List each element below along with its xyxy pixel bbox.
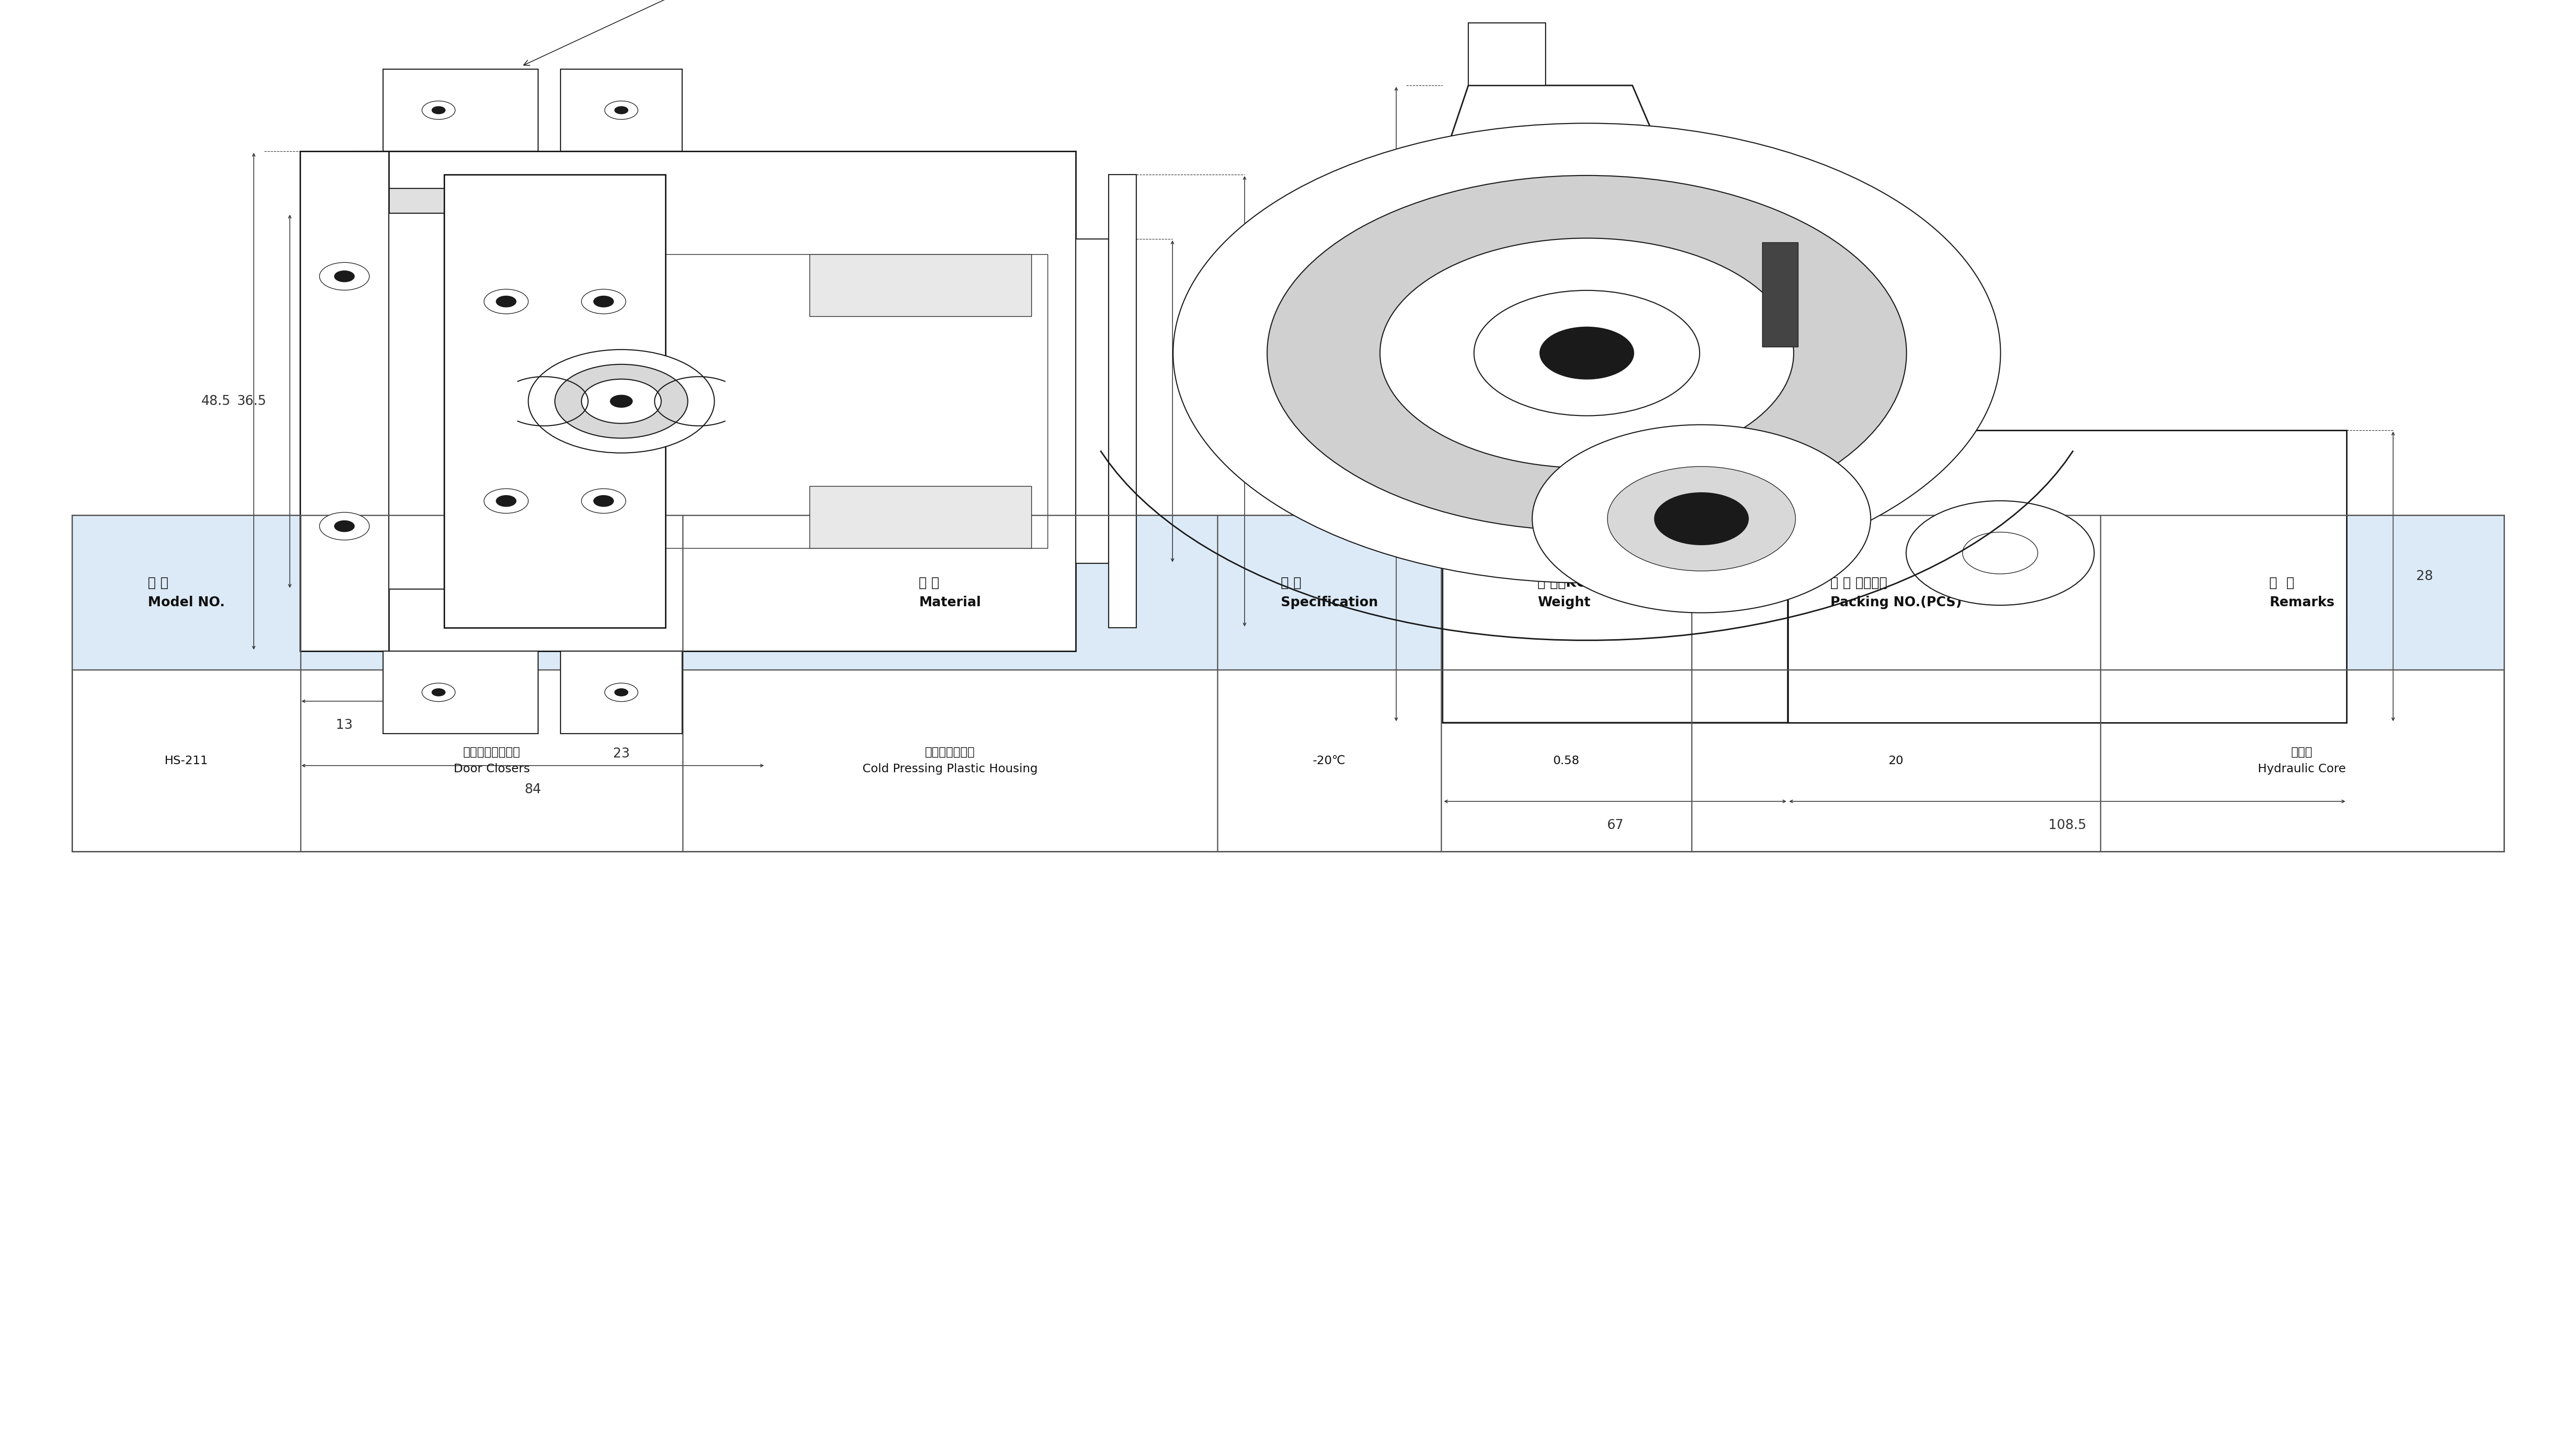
Circle shape <box>1533 425 1870 612</box>
Circle shape <box>335 270 355 282</box>
Text: 装 箱 数（只）
Packing NO.(PCS): 装 箱 数（只） Packing NO.(PCS) <box>1832 577 1960 610</box>
Text: 20: 20 <box>1888 756 1904 767</box>
Bar <box>1077 239 1108 564</box>
Circle shape <box>319 262 368 290</box>
Circle shape <box>335 521 355 532</box>
Text: 44: 44 <box>1267 395 1285 408</box>
Circle shape <box>582 488 626 514</box>
Circle shape <box>1607 467 1795 571</box>
Circle shape <box>616 688 629 695</box>
Text: 冲压体塑料外壳
Cold Pressing Plastic Housing: 冲压体塑料外壳 Cold Pressing Plastic Housing <box>863 747 1038 774</box>
Text: 特 征
Specification: 特 征 Specification <box>1280 577 1378 610</box>
Text: 61: 61 <box>1355 398 1373 411</box>
Text: 108.5: 108.5 <box>2048 819 2087 831</box>
Bar <box>384 651 538 734</box>
Text: 名 称
Name: 名 称 Name <box>471 577 513 610</box>
Circle shape <box>497 495 515 507</box>
Circle shape <box>484 289 528 313</box>
Bar <box>355 152 1077 651</box>
Bar <box>644 255 1048 548</box>
Polygon shape <box>1762 242 1798 346</box>
Bar <box>562 69 683 152</box>
Circle shape <box>582 289 626 313</box>
Circle shape <box>1381 238 1793 468</box>
Circle shape <box>611 395 634 408</box>
Bar <box>1788 431 2347 723</box>
Text: 28: 28 <box>2416 570 2434 582</box>
Text: 8-M5 Screw hole: 8-M5 Screw hole <box>523 0 804 66</box>
Bar <box>389 213 443 590</box>
Text: 0.58: 0.58 <box>1553 756 1579 767</box>
Text: 31.5: 31.5 <box>1195 395 1226 408</box>
Circle shape <box>422 683 456 701</box>
Text: -20℃: -20℃ <box>1314 756 1345 767</box>
Circle shape <box>528 349 714 454</box>
Circle shape <box>497 296 515 308</box>
Circle shape <box>433 688 446 695</box>
Circle shape <box>554 365 688 438</box>
Bar <box>1443 618 2347 723</box>
Circle shape <box>1473 290 1700 416</box>
Text: 13: 13 <box>335 718 353 731</box>
Text: 23: 23 <box>613 747 629 760</box>
Bar <box>1468 23 1546 86</box>
Bar <box>384 233 605 568</box>
Circle shape <box>1267 176 1906 531</box>
Text: 36.5: 36.5 <box>237 395 268 408</box>
Text: 冷冻库闭门回归器
Door Closers: 冷冻库闭门回归器 Door Closers <box>453 747 531 774</box>
Bar <box>301 152 389 651</box>
Text: 重 量（KG）
Weight: 重 量（KG） Weight <box>1538 577 1595 610</box>
Bar <box>1108 175 1136 628</box>
Text: 液压芯
Hydraulic Core: 液压芯 Hydraulic Core <box>2259 747 2347 774</box>
Polygon shape <box>1443 86 1788 723</box>
Bar <box>72 515 2504 851</box>
Circle shape <box>1963 532 2038 574</box>
Circle shape <box>484 488 528 514</box>
Circle shape <box>1906 501 2094 605</box>
Circle shape <box>1172 123 2002 582</box>
Bar <box>72 515 2504 670</box>
Bar <box>562 651 683 734</box>
Text: 材 质
Material: 材 质 Material <box>920 577 981 610</box>
Circle shape <box>433 106 446 114</box>
Bar <box>361 458 665 561</box>
Circle shape <box>422 102 456 119</box>
Text: 84: 84 <box>526 783 541 796</box>
Circle shape <box>1654 492 1749 545</box>
Circle shape <box>592 495 613 507</box>
Text: 67: 67 <box>1607 819 1623 831</box>
Text: 48.5: 48.5 <box>201 395 232 408</box>
Text: HS-211: HS-211 <box>165 756 209 767</box>
Bar <box>443 175 665 628</box>
Circle shape <box>582 379 662 424</box>
Circle shape <box>319 512 368 539</box>
Circle shape <box>616 106 629 114</box>
Circle shape <box>605 102 639 119</box>
Circle shape <box>1540 326 1633 379</box>
Bar <box>809 487 1030 548</box>
Bar <box>361 189 665 292</box>
Circle shape <box>592 296 613 308</box>
Bar <box>384 69 538 152</box>
Text: 备  注
Remarks: 备 注 Remarks <box>2269 577 2334 610</box>
Text: 编 号
Model NO.: 编 号 Model NO. <box>147 577 224 610</box>
Bar <box>809 255 1030 316</box>
Circle shape <box>605 683 639 701</box>
